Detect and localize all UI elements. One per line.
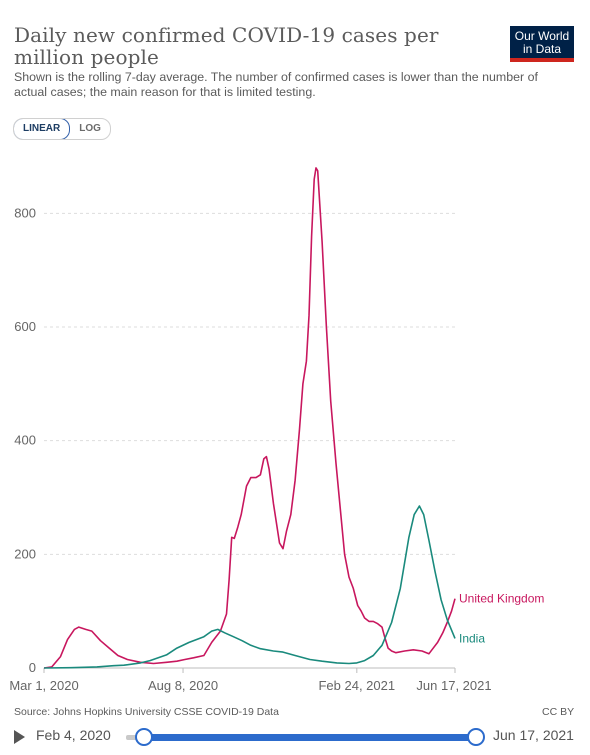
series-label-united-kingdom: United Kingdom — [459, 592, 544, 606]
gridlines — [44, 212, 455, 669]
timeline-slider: Feb 4, 2020 Jun 17, 2021 — [0, 726, 590, 748]
x-tick-label: Jun 17, 2021 — [416, 678, 491, 693]
play-icon[interactable] — [14, 730, 25, 744]
timeline-start-handle[interactable] — [134, 728, 153, 746]
y-tick-label: 0 — [29, 660, 36, 675]
chart-subtitle: Shown is the rolling 7-day average. The … — [14, 70, 538, 99]
logo-line-1: Our World — [514, 29, 570, 43]
y-tick-label: 400 — [14, 433, 36, 448]
x-tick-label: Aug 8, 2020 — [148, 678, 218, 693]
source-note[interactable]: Source: Johns Hopkins University CSSE CO… — [14, 706, 279, 718]
series-line-united-kingdom — [43, 167, 456, 669]
logo-line-2: in Data — [522, 42, 562, 56]
scale-toggle: LINEAR LOG — [13, 118, 111, 140]
timeline-end-handle[interactable] — [467, 728, 485, 746]
x-tick-label: Mar 1, 2020 — [9, 678, 78, 693]
series-label-india: India — [459, 631, 485, 645]
series-lines — [43, 167, 456, 669]
x-tick-label: Feb 24, 2021 — [318, 678, 395, 693]
series-line-india — [43, 505, 456, 669]
series-labels: United Kingdom India — [459, 592, 544, 646]
timeline-end-label: Jun 17, 2021 — [493, 727, 574, 743]
owid-logo[interactable]: Our World in Data — [510, 26, 574, 62]
y-tick-label: 200 — [14, 546, 36, 561]
scale-option-log[interactable]: LOG — [79, 123, 101, 134]
scale-option-linear[interactable]: LINEAR — [13, 119, 71, 139]
x-axis-ticks: Mar 1, 2020 Aug 8, 2020 Feb 24, 2021 Jun 17… — [9, 668, 492, 693]
y-tick-label: 600 — [14, 319, 36, 334]
timeline-selected-range — [143, 734, 476, 741]
y-axis-ticks: 0 200 400 600 800 — [14, 205, 36, 675]
timeline-start-label: Feb 4, 2020 — [36, 727, 111, 743]
y-tick-label: 800 — [14, 205, 36, 220]
line-chart: 0 200 400 600 800 Mar 1, 2020 Aug 8, 2020 Feb … — [9, 167, 544, 693]
chart-title: Daily new confirmed COVID-19 cases per m… — [14, 23, 439, 69]
license-link[interactable]: CC BY — [542, 706, 575, 718]
